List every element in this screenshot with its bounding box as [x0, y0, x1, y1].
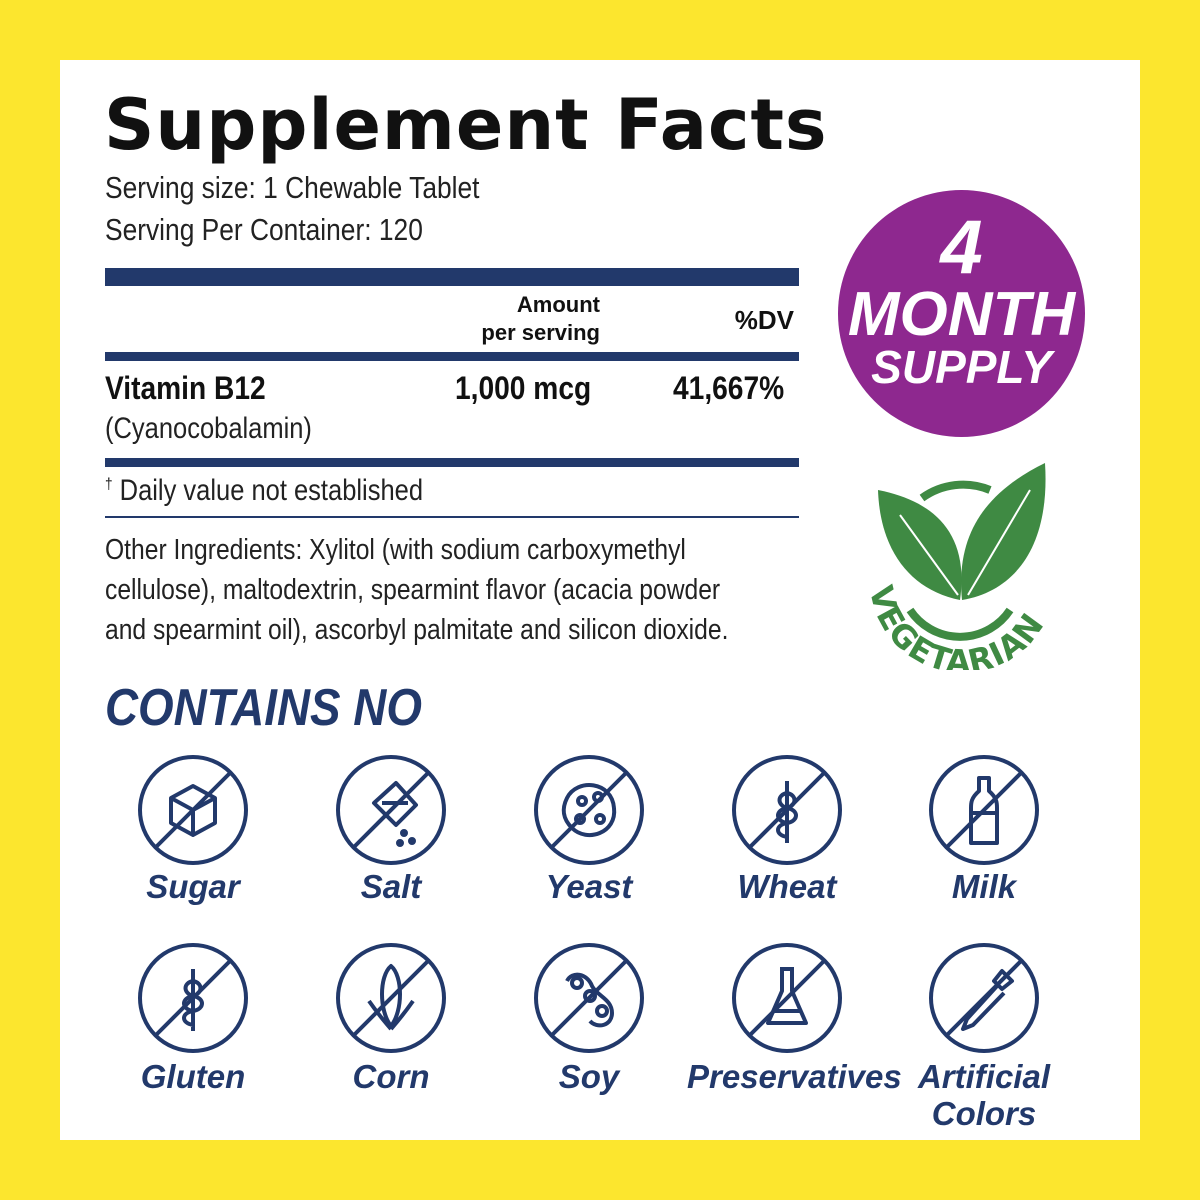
other-ingredients: Other Ingredients: Xylitol (with sodium … — [105, 530, 728, 650]
nutrient-dv: 41,667% — [673, 370, 785, 406]
nutrient-name: Vitamin B12 — [105, 370, 266, 406]
serving-size: Serving size: 1 Chewable Tablet — [105, 170, 480, 205]
badge-line1: MONTH — [847, 280, 1076, 349]
wheat-icon — [730, 753, 844, 867]
ring-arc — [906, 607, 1014, 641]
contains-no-label: Corn — [352, 1058, 430, 1095]
vegetarian-badge: VEGETARIAN — [862, 463, 1051, 670]
footnote-text: Daily value not established — [119, 474, 424, 507]
badge-number: 4 — [940, 205, 983, 290]
contains-no-label: Soy — [558, 1058, 620, 1095]
corn-icon — [334, 941, 448, 1055]
ingredients-line: cellulose), maltodextrin, spearmint flav… — [105, 574, 721, 606]
ingredients-line: and spearmint oil), ascorbyl palmitate a… — [105, 614, 729, 646]
contains-no-label: Artificial Colors — [884, 1058, 1084, 1132]
contains-no-label: Preservatives — [687, 1058, 902, 1095]
salt-shaker-icon — [334, 753, 448, 867]
contains-no-label: Milk — [951, 868, 1017, 905]
contains-no-heading: CONTAINS NO — [105, 679, 422, 737]
month-supply-badge: 4 MONTH SUPPLY — [838, 190, 1085, 437]
label-line: Colors — [931, 1095, 1037, 1132]
sugar-cube-icon — [136, 753, 250, 867]
label-line: Artificial — [917, 1058, 1051, 1095]
contains-no-label: Wheat — [737, 868, 837, 905]
leaves-icon — [878, 463, 1046, 600]
flask-icon — [730, 941, 844, 1055]
page-title: Supplement Facts — [104, 84, 828, 166]
contains-no-label: Yeast — [545, 868, 633, 905]
divider — [105, 352, 799, 361]
contains-no-label: Gluten — [140, 1058, 246, 1095]
nutrient-subname: (Cyanocobalamin) — [105, 412, 312, 445]
dagger: † — [105, 476, 113, 493]
ingredients-line: Other Ingredients: Xylitol (with sodium … — [105, 534, 686, 566]
nutrient-amount: 1,000 mcg — [455, 370, 592, 406]
divider — [105, 516, 799, 518]
yeast-icon — [532, 753, 646, 867]
footnote: † Daily value not established — [105, 474, 423, 508]
ring-arc — [919, 480, 992, 502]
dv-header: %DV — [734, 305, 794, 335]
milk-bottle-icon — [927, 753, 1041, 867]
amount-header: Amount per serving — [400, 291, 600, 347]
soy-icon — [532, 941, 646, 1055]
badge-line2: SUPPLY — [871, 341, 1052, 393]
contains-no-label: Sugar — [146, 868, 240, 905]
gluten-icon — [136, 941, 250, 1055]
dropper-icon — [927, 941, 1041, 1055]
divider — [105, 458, 799, 467]
amount-header-line1: Amount — [516, 292, 600, 317]
divider — [105, 268, 799, 286]
amount-header-line2: per serving — [481, 320, 600, 345]
servings-per-container: Serving Per Container: 120 — [105, 212, 423, 247]
contains-no-label: Salt — [360, 868, 422, 905]
